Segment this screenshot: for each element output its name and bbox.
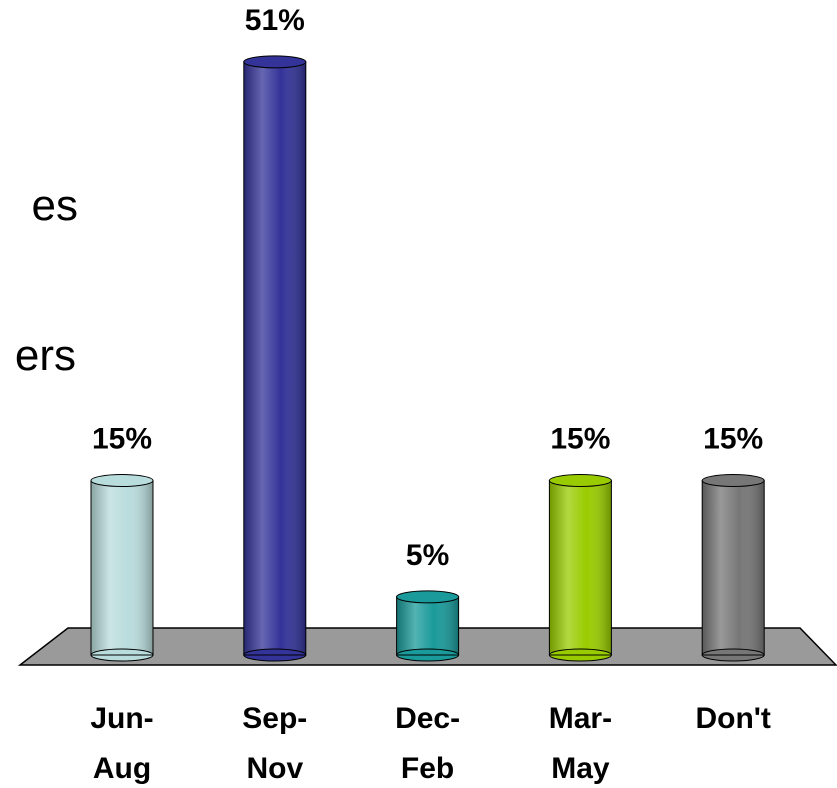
bar-shade xyxy=(91,480,153,655)
bar-shade xyxy=(702,480,765,655)
bar-shade xyxy=(549,480,612,655)
x-tick-label: Mar-May xyxy=(548,702,613,785)
bar-top xyxy=(548,474,612,488)
bar-shade xyxy=(396,596,459,655)
bar-top xyxy=(243,55,307,69)
bar-top xyxy=(90,474,154,488)
x-tick-label: Jun-Aug xyxy=(90,702,154,785)
value-label: 5% xyxy=(406,539,449,572)
x-tick-label: Don't xyxy=(695,702,771,735)
bar-shade xyxy=(243,61,306,656)
x-tick-label: Sep-Nov xyxy=(242,702,308,785)
bar-top xyxy=(701,474,765,488)
x-tick-label: Dec-Feb xyxy=(395,702,461,785)
value-label: 15% xyxy=(92,423,152,456)
annotation: ers xyxy=(15,331,76,380)
value-label: 51% xyxy=(245,4,305,37)
annotation: es xyxy=(32,181,78,230)
value-label: 15% xyxy=(550,423,610,456)
bar-top xyxy=(396,590,460,604)
value-label: 15% xyxy=(703,423,763,456)
